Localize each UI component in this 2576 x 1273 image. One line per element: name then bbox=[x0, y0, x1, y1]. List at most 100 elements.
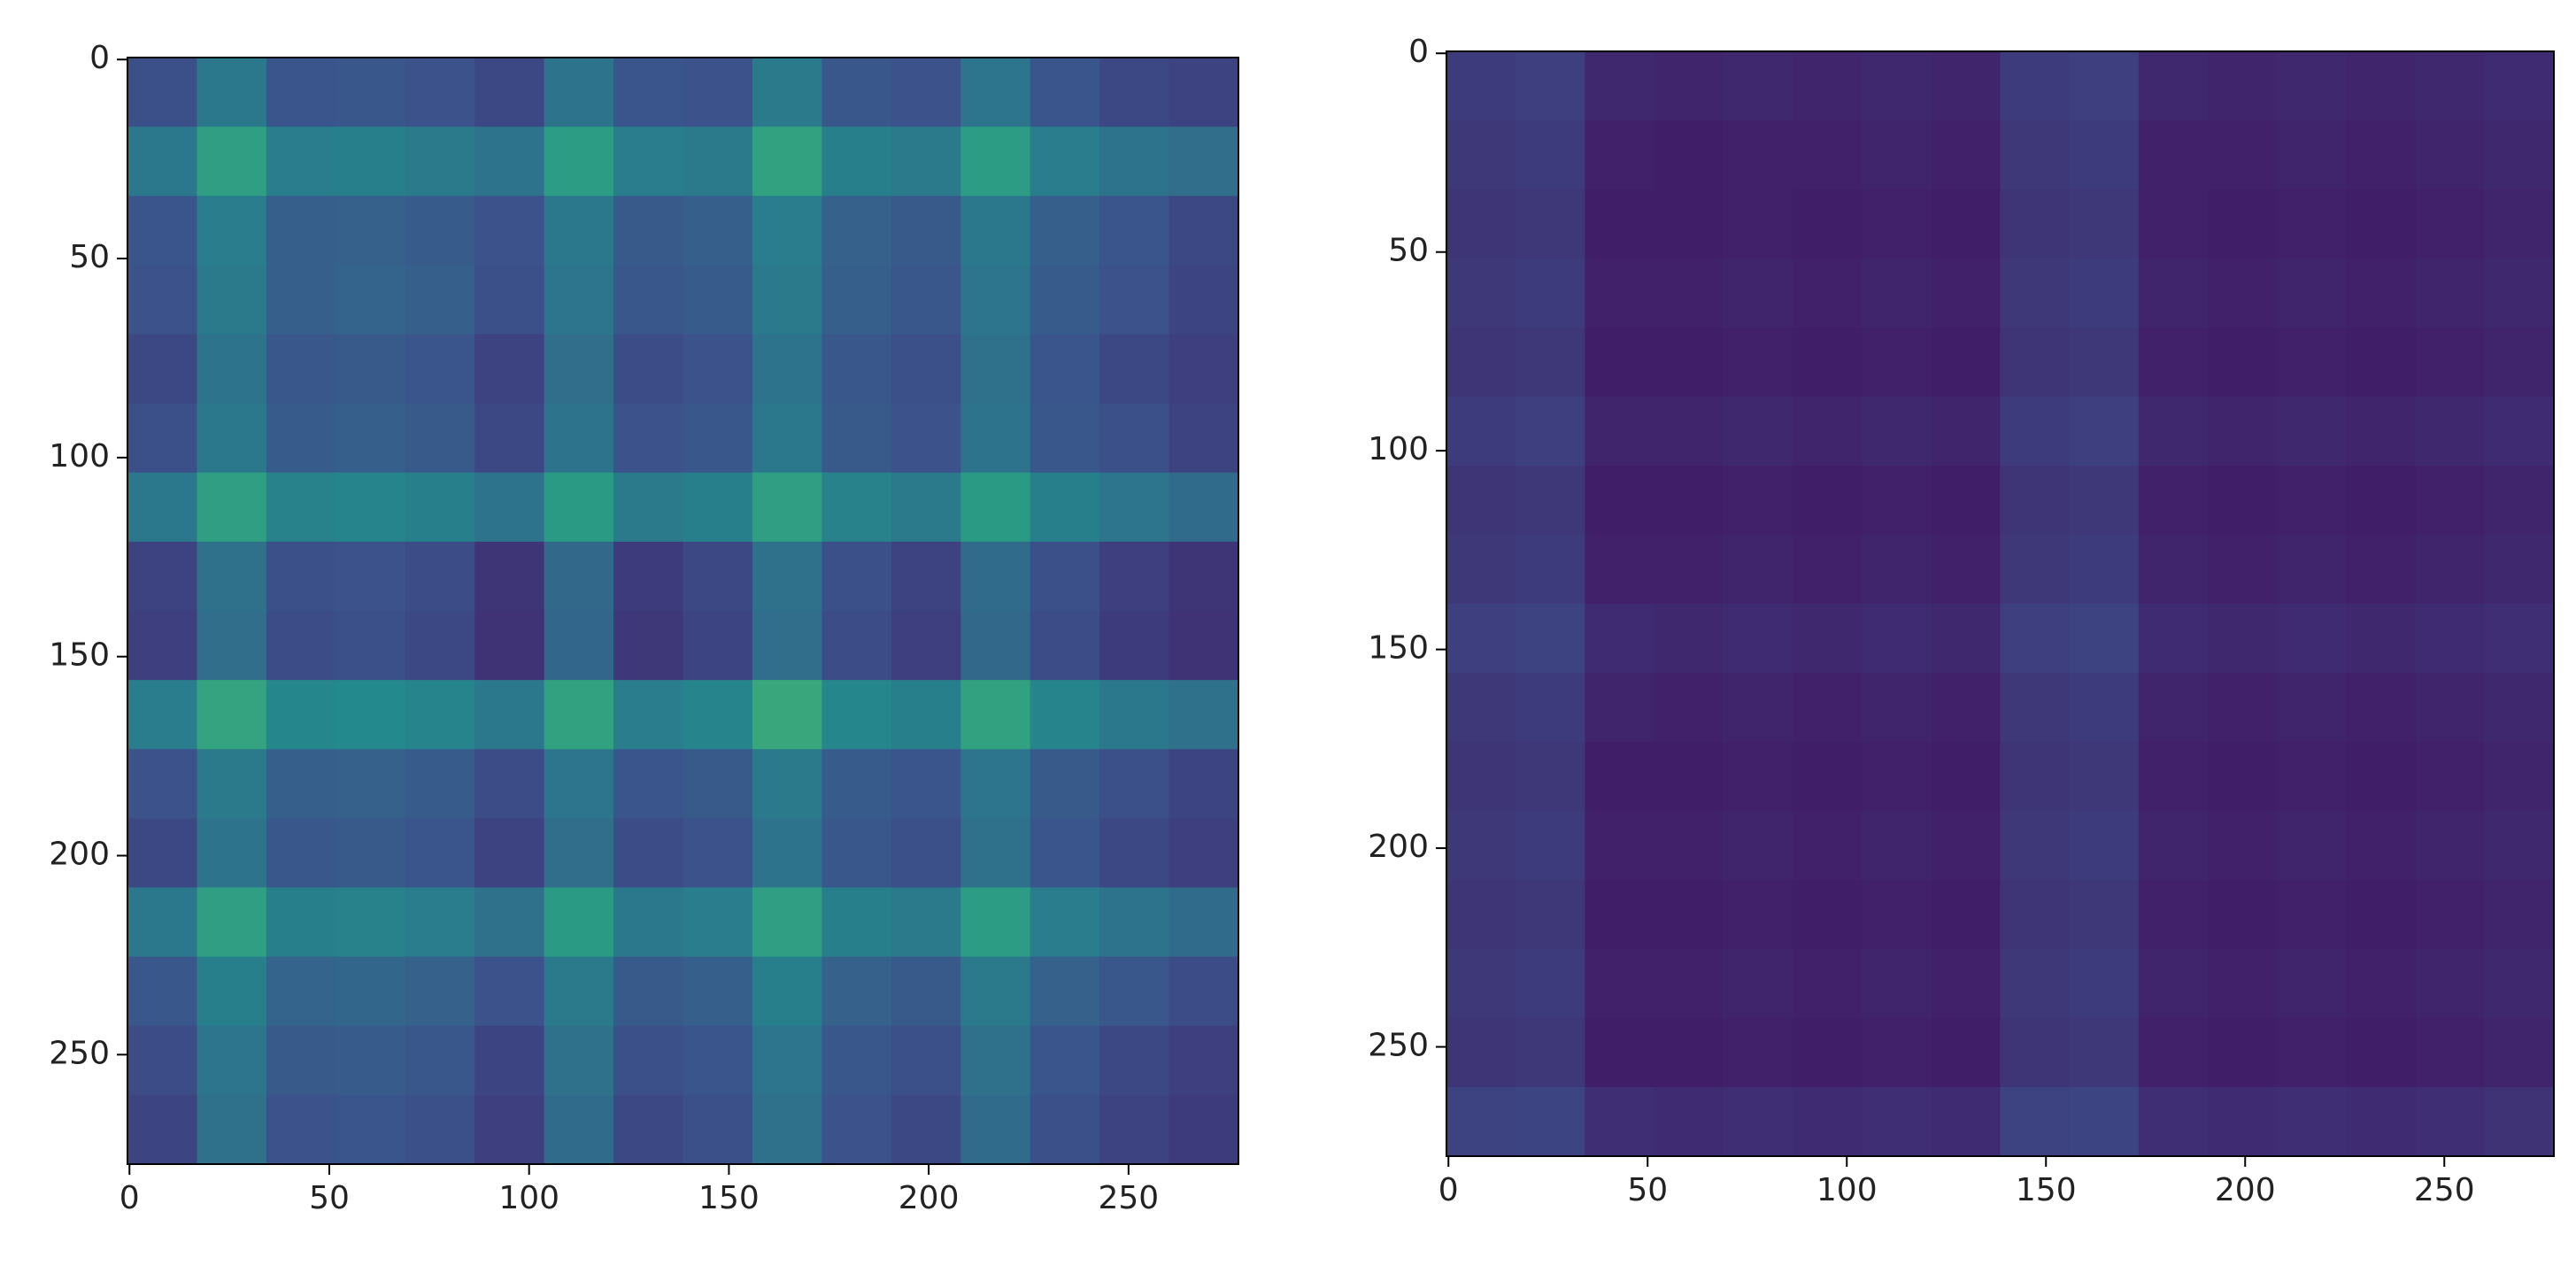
heatmap-cell bbox=[2277, 51, 2347, 121]
heatmap-cell bbox=[821, 680, 892, 750]
heatmap-cell bbox=[1099, 956, 1170, 1027]
heatmap-cell bbox=[1516, 1018, 1585, 1088]
heatmap-cell bbox=[127, 818, 197, 888]
heatmap-cell bbox=[405, 956, 475, 1027]
heatmap-cell bbox=[960, 1025, 1031, 1096]
heatmap-cell bbox=[2415, 51, 2486, 121]
heatmap-cell bbox=[1516, 51, 1585, 121]
heatmap-cell bbox=[1030, 541, 1100, 612]
heatmap-cell bbox=[1446, 397, 1516, 467]
heatmap-cell bbox=[2069, 328, 2140, 397]
heatmap-cell bbox=[1585, 673, 1655, 743]
heatmap-cell bbox=[2277, 466, 2347, 536]
heatmap-cell bbox=[821, 58, 892, 127]
heatmap-cell bbox=[474, 887, 545, 958]
heatmap-cell bbox=[2415, 880, 2486, 950]
heatmap-cell bbox=[1723, 535, 1793, 605]
heatmap-cell bbox=[1931, 880, 2001, 950]
heatmap-cell bbox=[127, 1025, 197, 1096]
heatmap-cell bbox=[1723, 811, 1793, 881]
heatmap-cell bbox=[335, 127, 406, 197]
heatmap-cell bbox=[2346, 397, 2417, 467]
heatmap-cell bbox=[2484, 466, 2555, 536]
heatmap-cell bbox=[197, 749, 267, 819]
heatmap-cell bbox=[613, 680, 683, 750]
heatmap-cell bbox=[1654, 535, 1724, 605]
heatmap-cell bbox=[474, 334, 545, 405]
heatmap-cell bbox=[1516, 1087, 1585, 1157]
heatmap-cell bbox=[405, 472, 475, 543]
heatmap-cell bbox=[891, 403, 961, 474]
heatmap-cell bbox=[960, 334, 1031, 405]
heatmap-cell bbox=[1516, 120, 1585, 190]
heatmap-cell bbox=[891, 1025, 961, 1096]
heatmap-cell bbox=[2069, 604, 2140, 674]
heatmap-cell bbox=[544, 58, 614, 127]
x-tick-label: 0 bbox=[1438, 1172, 1459, 1208]
heatmap-cell bbox=[2069, 258, 2140, 328]
heatmap-cell bbox=[683, 611, 753, 681]
heatmap-cell bbox=[752, 749, 822, 819]
heatmap-cell bbox=[2138, 880, 2209, 950]
heatmap-cell bbox=[683, 541, 753, 612]
heatmap-cell bbox=[2277, 880, 2347, 950]
heatmap-cell bbox=[1654, 811, 1724, 881]
heatmap-cell bbox=[127, 541, 197, 612]
heatmap-cell bbox=[752, 1025, 822, 1096]
heatmap-cell bbox=[2208, 742, 2278, 812]
heatmap-cell bbox=[2138, 949, 2209, 1019]
heatmap-cell bbox=[2138, 328, 2209, 397]
heatmap-cell bbox=[821, 611, 892, 681]
heatmap-cell bbox=[683, 1025, 753, 1096]
heatmap-cell bbox=[2138, 1018, 2209, 1088]
heatmap-cell bbox=[544, 472, 614, 543]
heatmap-cell bbox=[1030, 127, 1100, 197]
heatmap-cell bbox=[2069, 189, 2140, 259]
heatmap-cell bbox=[1030, 265, 1100, 335]
heatmap-cell bbox=[1862, 189, 1932, 259]
heatmap-cell bbox=[2415, 466, 2486, 536]
heatmap-cell bbox=[197, 265, 267, 335]
heatmap-cell bbox=[2346, 120, 2417, 190]
heatmap-cell bbox=[335, 541, 406, 612]
heatmap-cell bbox=[1654, 1087, 1724, 1157]
heatmap-cell bbox=[821, 818, 892, 888]
y-tick-label: 100 bbox=[1368, 431, 1429, 467]
heatmap-cell bbox=[197, 58, 267, 127]
heatmap-cell bbox=[1792, 1087, 1863, 1157]
heatmap-cell bbox=[1585, 328, 1655, 397]
heatmap-cell bbox=[1446, 1018, 1516, 1088]
heatmap-cell bbox=[1862, 604, 1932, 674]
heatmap-cell bbox=[683, 749, 753, 819]
heatmap-cell bbox=[1654, 949, 1724, 1019]
heatmap-cell bbox=[2484, 1087, 2555, 1157]
heatmap-cell bbox=[474, 680, 545, 750]
heatmap-cell bbox=[891, 265, 961, 335]
heatmap-cell bbox=[1723, 120, 1793, 190]
heatmap-cell bbox=[1654, 880, 1724, 950]
x-tick-label: 250 bbox=[1098, 1180, 1159, 1216]
heatmap-cell bbox=[752, 265, 822, 335]
heatmap-cell bbox=[1792, 742, 1863, 812]
heatmap-cell bbox=[683, 472, 753, 543]
heatmap-cell bbox=[1446, 189, 1516, 259]
heatmap-cell bbox=[613, 127, 683, 197]
heatmap-cell bbox=[2484, 51, 2555, 121]
heatmap-cell bbox=[613, 541, 683, 612]
heatmap-cell bbox=[266, 1025, 336, 1096]
heatmap-cell bbox=[2000, 535, 2071, 605]
heatmap-cell bbox=[1516, 604, 1585, 674]
x-tick-label: 200 bbox=[899, 1180, 960, 1216]
heatmap-cell bbox=[891, 887, 961, 958]
heatmap-cell bbox=[127, 472, 197, 543]
heatmap-cell bbox=[821, 472, 892, 543]
heatmap-cell bbox=[266, 887, 336, 958]
heatmap-cell bbox=[1030, 472, 1100, 543]
heatmap-cell bbox=[1446, 604, 1516, 674]
heatmap-cell bbox=[2000, 120, 2071, 190]
heatmap-cell bbox=[1862, 673, 1932, 743]
heatmap-cell bbox=[1099, 680, 1170, 750]
heatmap-cell bbox=[127, 403, 197, 474]
heatmap-cell bbox=[2069, 397, 2140, 467]
heatmap-cell bbox=[1168, 541, 1239, 612]
